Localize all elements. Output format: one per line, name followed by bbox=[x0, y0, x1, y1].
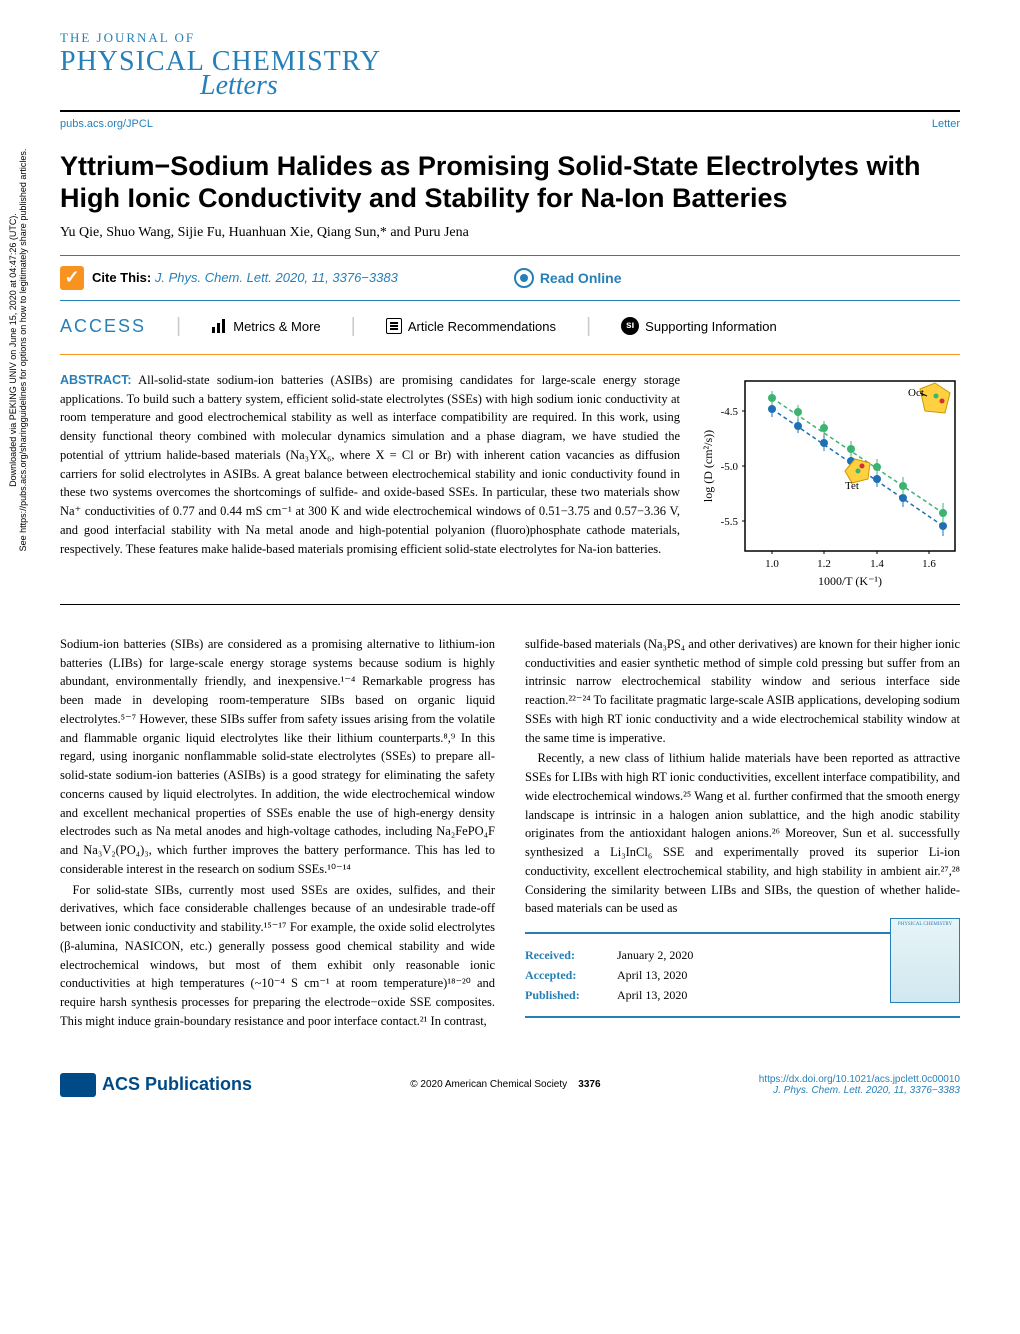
tab-divider: | bbox=[351, 315, 356, 338]
authors-list: Yu Qie, Shuo Wang, Sijie Fu, Huanhuan Xi… bbox=[60, 225, 960, 241]
journal-logo: THE JOURNAL OF PHYSICAL CHEMISTRY Letter… bbox=[60, 30, 960, 102]
authors-text: Yu Qie, Shuo Wang, Sijie Fu, Huanhuan Xi… bbox=[60, 225, 469, 240]
svg-text:1.4: 1.4 bbox=[870, 558, 884, 570]
doi-link[interactable]: https://dx.doi.org/10.1021/acs.jpclett.0… bbox=[759, 1074, 960, 1085]
si-icon: sı bbox=[621, 317, 639, 335]
body-p1: Sodium-ion batteries (SIBs) are consider… bbox=[60, 635, 495, 879]
body-p3: sulfide-based materials (Na₃PS₄ and othe… bbox=[525, 635, 960, 748]
check-icon: ✓ bbox=[60, 266, 84, 290]
journal-top-line: THE JOURNAL OF bbox=[60, 30, 960, 46]
divider bbox=[60, 300, 960, 301]
abstract-section: ABSTRACT: All-solid-state sodium-ion bat… bbox=[60, 371, 680, 596]
download-date: Downloaded via PEKING UNIV on June 15, 2… bbox=[8, 100, 18, 600]
sharing-guidelines: See https://pubs.acs.org/sharingguidelin… bbox=[18, 100, 28, 600]
toc-graphic: -4.5 -5.0 -5.5 1.0 1.2 1.4 1.6 bbox=[700, 371, 960, 596]
svg-text:1.2: 1.2 bbox=[817, 558, 831, 570]
read-online-link[interactable]: Read Online bbox=[514, 268, 622, 288]
acs-pub-text: ACS Publications bbox=[102, 1074, 252, 1095]
cite-this-box[interactable]: ✓ Cite This: J. Phys. Chem. Lett. 2020, … bbox=[60, 266, 398, 290]
globe-icon bbox=[514, 268, 534, 288]
article-type: Letter bbox=[932, 118, 960, 130]
body-column-left: Sodium-ion batteries (SIBs) are consider… bbox=[60, 635, 495, 1031]
cover-thumbnail: PHYSICAL CHEMISTRY bbox=[890, 918, 960, 1003]
tab-divider: | bbox=[176, 315, 181, 338]
supporting-info-tab[interactable]: sı Supporting Information bbox=[621, 317, 777, 335]
body-p4: Recently, a new class of lithium halide … bbox=[525, 749, 960, 918]
divider bbox=[60, 255, 960, 256]
tet-label: Tet bbox=[845, 480, 859, 492]
y-axis-label: log (D (cm²/s)) bbox=[701, 430, 715, 502]
supporting-info-label: Supporting Information bbox=[645, 319, 777, 334]
accepted-label: Accepted: bbox=[525, 966, 605, 984]
x-axis-label: 1000/T (K⁻¹) bbox=[818, 574, 882, 588]
published-date: April 13, 2020 bbox=[617, 986, 687, 1004]
cite-prefix: Cite This: bbox=[92, 270, 151, 285]
metrics-label: Metrics & More bbox=[233, 319, 320, 334]
cite-text: Cite This: J. Phys. Chem. Lett. 2020, 11… bbox=[92, 270, 398, 285]
acs-publications-logo: ACS Publications bbox=[60, 1073, 252, 1097]
oct-label: Oct bbox=[908, 387, 924, 399]
body-column-right: sulfide-based materials (Na₃PS₄ and othe… bbox=[525, 635, 960, 1031]
abstract-label: ABSTRACT: bbox=[60, 373, 132, 387]
copyright-text: © 2020 American Chemical Society bbox=[410, 1079, 567, 1090]
recommendations-label: Article Recommendations bbox=[408, 319, 556, 334]
download-info-sidebar: Downloaded via PEKING UNIV on June 15, 2… bbox=[8, 100, 28, 600]
body-p2: For solid-state SIBs, currently most use… bbox=[60, 881, 495, 1031]
document-icon bbox=[386, 318, 402, 334]
received-label: Received: bbox=[525, 946, 605, 964]
svg-text:1.0: 1.0 bbox=[765, 558, 779, 570]
divider bbox=[60, 354, 960, 355]
svg-text:-4.5: -4.5 bbox=[721, 406, 739, 418]
page-number: 3376 bbox=[578, 1079, 600, 1090]
svg-text:-5.5: -5.5 bbox=[721, 516, 739, 528]
divider bbox=[60, 604, 960, 605]
accepted-date: April 13, 2020 bbox=[617, 966, 687, 984]
svg-text:-5.0: -5.0 bbox=[721, 461, 739, 473]
article-title: Yttrium−Sodium Halides as Promising Soli… bbox=[60, 150, 960, 215]
metrics-icon bbox=[211, 319, 227, 333]
divider bbox=[60, 110, 960, 112]
metrics-tab[interactable]: Metrics & More bbox=[211, 319, 320, 334]
journal-url[interactable]: pubs.acs.org/JPCL bbox=[60, 118, 153, 130]
recommendations-tab[interactable]: Article Recommendations bbox=[386, 318, 556, 334]
read-online-label: Read Online bbox=[540, 270, 622, 286]
published-label: Published: bbox=[525, 986, 605, 1004]
access-tab[interactable]: ACCESS bbox=[60, 316, 146, 337]
footer-citation: J. Phys. Chem. Lett. 2020, 11, 3376−3383 bbox=[759, 1085, 960, 1096]
acs-logo-icon bbox=[60, 1073, 96, 1097]
tab-divider: | bbox=[586, 315, 591, 338]
arrhenius-plot: -4.5 -5.0 -5.5 1.0 1.2 1.4 1.6 bbox=[700, 371, 960, 591]
received-date: January 2, 2020 bbox=[617, 946, 693, 964]
abstract-text: All-solid-state sodium-ion batteries (AS… bbox=[60, 373, 680, 556]
svg-text:1.6: 1.6 bbox=[922, 558, 936, 570]
cite-citation: J. Phys. Chem. Lett. 2020, 11, 3376−3383 bbox=[155, 270, 398, 285]
